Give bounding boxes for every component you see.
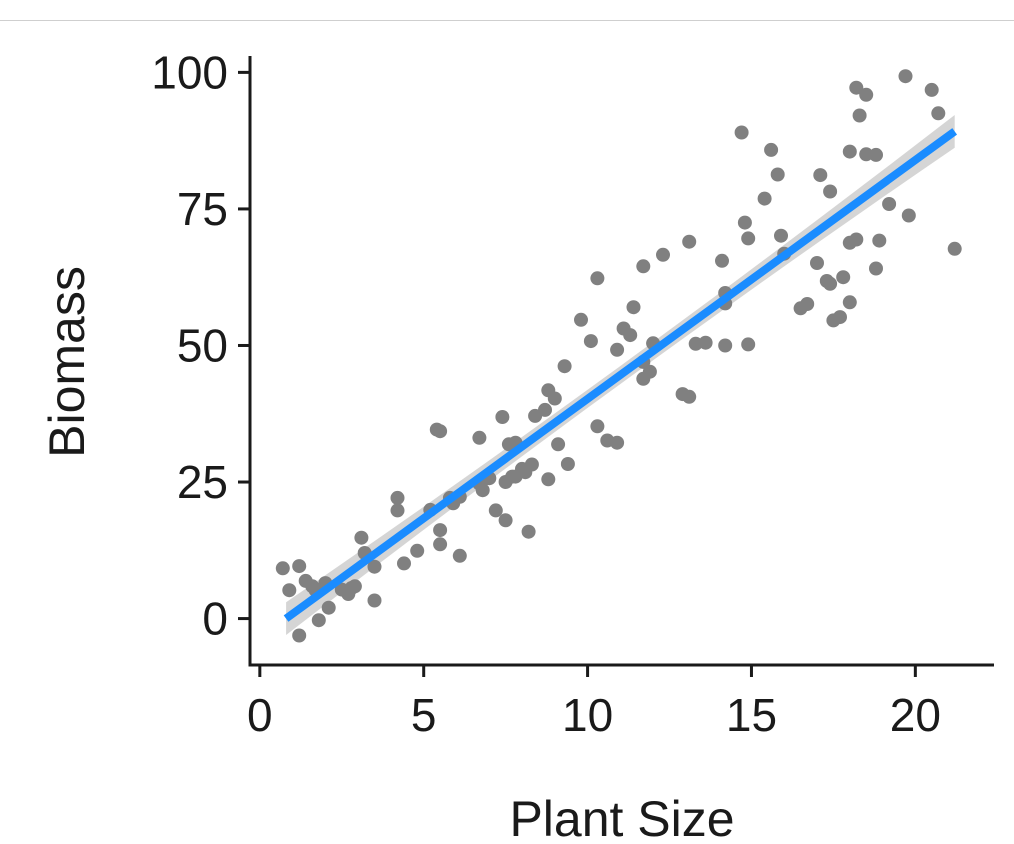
data-point-31 [472,430,487,445]
data-point-47 [524,457,539,472]
data-point-58 [590,271,605,286]
data-point-105 [852,108,867,123]
data-point-81 [734,125,749,140]
data-point-110 [872,233,887,248]
data-point-102 [842,144,857,159]
data-point-46 [521,524,536,539]
data-point-2 [292,628,307,643]
data-point-66 [636,259,651,274]
data-point-96 [823,276,838,291]
data-point-17 [367,559,382,574]
data-point-20 [397,556,411,571]
data-point-14 [354,530,369,545]
x-axis-title: Plant Size [509,791,734,844]
data-point-114 [924,82,939,97]
data-point-77 [715,253,729,268]
y-axis-title: Biomass [39,266,95,458]
data-point-91 [800,297,815,311]
data-point-1 [282,583,297,598]
data-point-18 [390,490,405,505]
data-point-80 [718,338,733,353]
data-point-111 [882,197,897,211]
data-point-112 [898,69,913,84]
data-point-109 [869,261,883,276]
data-point-103 [849,232,864,247]
data-point-88 [774,228,788,243]
data-point-13 [347,579,362,594]
data-point-21 [410,543,425,558]
data-point-50 [541,472,556,487]
data-point-92 [810,256,824,270]
data-point-87 [770,167,785,182]
data-point-57 [583,334,598,349]
data-point-26 [433,523,448,538]
data-point-100 [842,295,857,310]
data-point-98 [833,310,847,325]
data-point-55 [560,457,575,471]
data-point-104 [849,80,864,95]
x-tick-label-0: 0 [247,689,273,741]
y-tick-label-25: 25 [177,456,228,508]
data-point-30 [452,548,467,563]
data-point-116 [947,241,962,256]
data-point-36 [488,503,503,518]
data-point-7 [311,613,326,628]
data-point-54 [557,359,572,374]
data-point-73 [682,389,697,404]
x-tick-label-10: 10 [562,689,613,741]
data-point-113 [901,208,916,223]
data-point-24 [433,424,448,439]
y-tick-label-100: 100 [151,46,228,98]
data-point-16 [367,593,382,608]
y-tick-label-0: 0 [202,593,228,645]
data-point-3 [292,559,307,574]
data-point-82 [737,215,752,230]
data-point-9 [321,600,336,615]
y-tick-label-50: 50 [177,319,228,371]
data-point-76 [698,335,713,350]
x-tick-label-20: 20 [890,689,941,741]
data-point-0 [275,561,290,576]
data-point-59 [590,419,605,434]
data-point-69 [642,364,657,379]
plot-area [275,69,962,643]
regression-line [283,128,958,622]
axes: 0 25 50 75 100 0 5 10 15 20 [151,46,994,741]
data-point-115 [931,106,946,121]
data-point-106 [859,87,874,102]
data-point-53 [551,437,566,452]
data-point-52 [547,391,562,406]
data-point-49 [538,402,552,417]
data-point-108 [869,147,883,162]
data-point-25 [433,537,448,552]
data-point-64 [623,328,638,343]
data-point-19 [390,503,405,518]
data-point-62 [610,342,625,357]
y-tick-label-75: 75 [177,183,228,235]
top-border-line [0,0,1014,21]
data-point-61 [610,435,625,450]
data-point-65 [626,300,641,315]
data-point-99 [836,270,851,285]
data-point-37 [495,410,510,424]
data-point-86 [764,142,779,157]
data-point-83 [741,231,756,246]
data-point-74 [682,234,697,249]
data-point-95 [823,184,838,199]
data-point-33 [475,483,490,498]
x-tick-label-15: 15 [726,689,777,741]
data-point-39 [498,513,513,528]
x-tick-label-5: 5 [411,689,437,741]
data-point-93 [813,168,828,183]
data-point-84 [741,337,756,352]
data-point-85 [757,191,772,206]
data-point-71 [656,247,670,262]
data-point-56 [574,312,588,327]
